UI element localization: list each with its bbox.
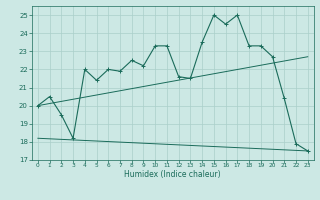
X-axis label: Humidex (Indice chaleur): Humidex (Indice chaleur) <box>124 170 221 179</box>
